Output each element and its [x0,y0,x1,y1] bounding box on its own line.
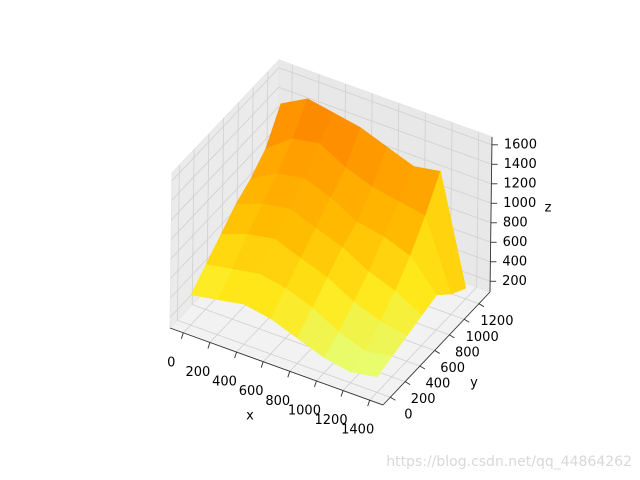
y-tick-label: 400 [425,377,450,392]
y-tick-label: 600 [440,361,465,376]
y-tick-label: 1000 [466,330,499,345]
grid-line [191,149,195,305]
tick-mark [434,350,440,354]
z-tick-label: 600 [503,235,528,250]
x-tick-label: 1400 [341,423,374,438]
surface [190,98,467,378]
tick-mark [449,334,455,339]
tick-mark [260,361,264,368]
z-tick-label: 400 [502,254,527,269]
grid-line [171,67,280,182]
grid-line [171,87,279,201]
y-tick-label: 800 [455,345,480,360]
grid-line [170,126,279,240]
tick-mark [314,380,317,388]
z-tick-label: 1400 [504,157,537,172]
x-tick-label: 800 [265,394,290,409]
y-axis-line [382,291,491,406]
axes: 0200400600800100012001400020040060080010… [167,136,537,438]
z-tick-label: 1000 [503,196,536,211]
x-tick-label: 1000 [288,403,321,418]
x-tick-label: 200 [186,365,211,380]
tick-mark [419,365,426,370]
watermark: https://blog.csdn.net/qq_44864262 [386,454,632,470]
grid-line [476,132,480,288]
tick-mark [463,318,470,323]
z-tick-label: 1600 [504,137,537,152]
surface-patch [350,351,393,378]
z-axis-line [489,136,493,293]
z-axis-label: z [545,201,552,216]
grid-line [176,165,180,321]
tick-mark [390,396,396,401]
tick-mark [180,332,184,339]
y-axis-label: y [470,376,478,391]
z-tick-label: 800 [503,215,528,230]
grid-line [177,319,391,398]
x-tick-label: 0 [167,355,175,370]
z-tick-label: 1200 [503,176,536,191]
grid-line [369,286,477,401]
z-tick-label: 200 [502,274,527,289]
tick-mark [478,303,485,308]
tick-mark [367,400,371,407]
x-axis-label: x [246,409,254,424]
tick-mark [234,351,237,359]
tick-mark [207,342,211,349]
x-tick-label: 600 [239,384,264,399]
y-tick-label: 1200 [480,314,513,329]
grid-line [171,106,279,221]
x-tick-label: 400 [212,375,237,390]
tick-mark [404,381,411,386]
y-tick-label: 0 [404,408,412,423]
x-tick-label: 1200 [315,413,348,428]
tick-mark [340,390,344,397]
tick-mark [287,371,291,378]
grid-line [278,67,493,146]
grid-line [278,86,492,165]
x-axis-line [169,327,384,406]
y-tick-label: 200 [411,392,436,407]
